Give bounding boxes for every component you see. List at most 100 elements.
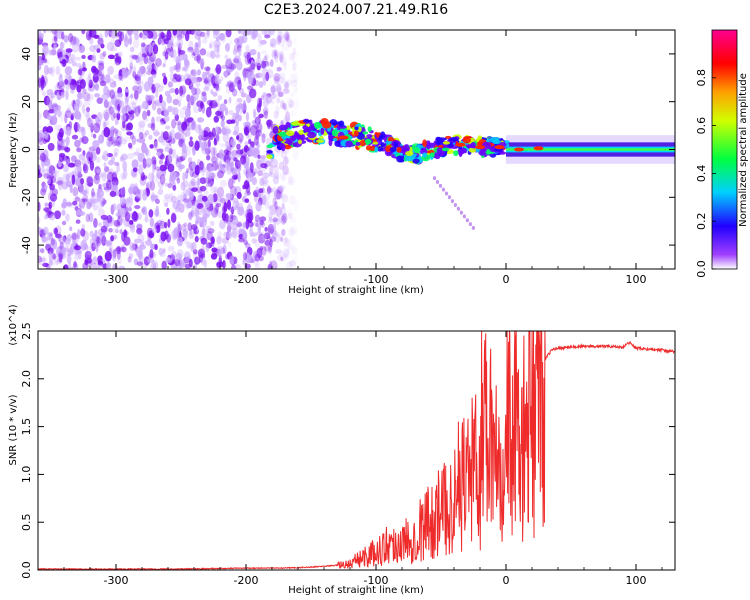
noise-speckle bbox=[53, 43, 57, 49]
noise-speckle bbox=[173, 55, 179, 63]
noise-speckle bbox=[151, 226, 158, 234]
ridge-hotspot bbox=[455, 142, 466, 147]
noise-speckle bbox=[127, 142, 133, 148]
noise-speckle bbox=[99, 52, 105, 60]
noise-speckle bbox=[279, 60, 285, 66]
noise-speckle bbox=[247, 71, 255, 81]
noise-speckle bbox=[254, 214, 261, 223]
colorbar-tick-label: 0.8 bbox=[695, 69, 708, 87]
noise-speckle bbox=[242, 222, 246, 229]
noise-speckle bbox=[215, 126, 219, 133]
noise-speckle bbox=[272, 175, 279, 185]
noise-speckle bbox=[276, 66, 283, 72]
noise-speckle bbox=[191, 87, 198, 96]
noise-speckle bbox=[260, 95, 265, 100]
noise-speckle bbox=[179, 203, 185, 214]
noise-speckle bbox=[93, 174, 101, 185]
noise-speckle bbox=[284, 237, 288, 244]
ridge-blob bbox=[328, 138, 333, 147]
noise-speckle bbox=[43, 207, 50, 212]
noise-speckle bbox=[54, 124, 62, 130]
ridge-blob bbox=[376, 146, 384, 152]
noise-speckle bbox=[293, 84, 298, 95]
streak-dot bbox=[435, 180, 440, 185]
noise-speckle bbox=[41, 234, 47, 243]
noise-speckle bbox=[239, 155, 247, 165]
noise-speckle bbox=[83, 92, 91, 102]
ridge-blob bbox=[355, 141, 361, 146]
noise-speckle bbox=[247, 254, 252, 264]
noise-speckle bbox=[244, 141, 249, 147]
x-tick-label: 0 bbox=[503, 574, 510, 587]
noise-speckle bbox=[77, 251, 82, 260]
noise-speckle bbox=[52, 116, 58, 122]
noise-speckle bbox=[180, 192, 187, 203]
noise-speckle bbox=[273, 171, 279, 180]
noise-speckle bbox=[88, 146, 96, 152]
noise-speckle bbox=[291, 246, 298, 255]
noise-speckle bbox=[169, 88, 176, 94]
noise-speckle bbox=[277, 34, 282, 43]
noise-speckle bbox=[194, 140, 200, 151]
noise-speckle bbox=[266, 185, 272, 195]
noise-speckle bbox=[80, 126, 85, 132]
noise-speckle bbox=[183, 193, 188, 200]
noise-speckle bbox=[278, 185, 286, 191]
noise-speckle bbox=[275, 249, 283, 255]
noise-speckle bbox=[237, 103, 244, 109]
noise-speckle bbox=[97, 73, 104, 83]
noise-speckle bbox=[38, 169, 41, 176]
snr-y-ticks: 0.0 0.5 1.0 1.5 2.0 2.5 bbox=[20, 322, 675, 579]
noise-speckle bbox=[92, 240, 98, 248]
noise-speckle bbox=[143, 81, 151, 92]
noise-speckle bbox=[255, 222, 259, 227]
noise-speckle bbox=[138, 120, 146, 128]
noise-speckle bbox=[160, 121, 164, 126]
noise-speckle bbox=[214, 78, 222, 85]
noise-speckle bbox=[255, 201, 262, 212]
noise-speckle bbox=[286, 39, 293, 48]
y-tick-label: 40 bbox=[20, 47, 33, 61]
noise-speckle bbox=[292, 47, 297, 56]
noise-speckle bbox=[215, 154, 220, 163]
noise-speckle bbox=[229, 207, 235, 213]
ridge-blob bbox=[287, 140, 293, 146]
noise-speckle bbox=[86, 75, 92, 87]
noise-speckle bbox=[218, 247, 223, 259]
noise-speckle bbox=[53, 106, 58, 117]
noise-speckle bbox=[278, 51, 285, 63]
colorbar-tick-label: 0.2 bbox=[695, 212, 708, 230]
colorbar-tick-label: 0.4 bbox=[695, 165, 708, 183]
ridge-blob bbox=[426, 142, 436, 148]
noise-speckle bbox=[275, 105, 280, 116]
noise-speckle bbox=[279, 72, 286, 79]
noise-speckle bbox=[126, 131, 133, 136]
noise-speckle bbox=[229, 255, 235, 265]
noise-speckle bbox=[38, 112, 42, 121]
noise-speckle bbox=[220, 76, 224, 82]
noise-speckle bbox=[282, 56, 287, 67]
noise-speckle bbox=[167, 163, 175, 173]
noise-speckle bbox=[42, 168, 50, 177]
noise-speckle bbox=[232, 58, 240, 64]
noise-speckle bbox=[281, 193, 289, 204]
noise-speckle bbox=[176, 30, 183, 39]
noise-speckle bbox=[81, 194, 89, 205]
noise-speckle bbox=[199, 48, 207, 56]
noise-speckle bbox=[271, 48, 279, 60]
noise-speckle bbox=[143, 147, 147, 154]
noise-speckle bbox=[58, 57, 63, 62]
noise-speckle bbox=[112, 203, 117, 212]
noise-speckle bbox=[207, 139, 211, 148]
noise-speckle bbox=[62, 201, 67, 207]
noise-speckle bbox=[86, 201, 92, 210]
noise-speckle bbox=[208, 43, 213, 49]
noise-speckle bbox=[226, 160, 233, 166]
ridge-blob bbox=[345, 125, 351, 131]
noise-speckle bbox=[77, 68, 83, 76]
noise-speckle bbox=[81, 136, 89, 145]
noise-speckle bbox=[211, 236, 215, 247]
ridge-hotspot bbox=[514, 147, 524, 152]
noise-speckle bbox=[127, 30, 133, 36]
noise-speckle bbox=[134, 182, 138, 193]
